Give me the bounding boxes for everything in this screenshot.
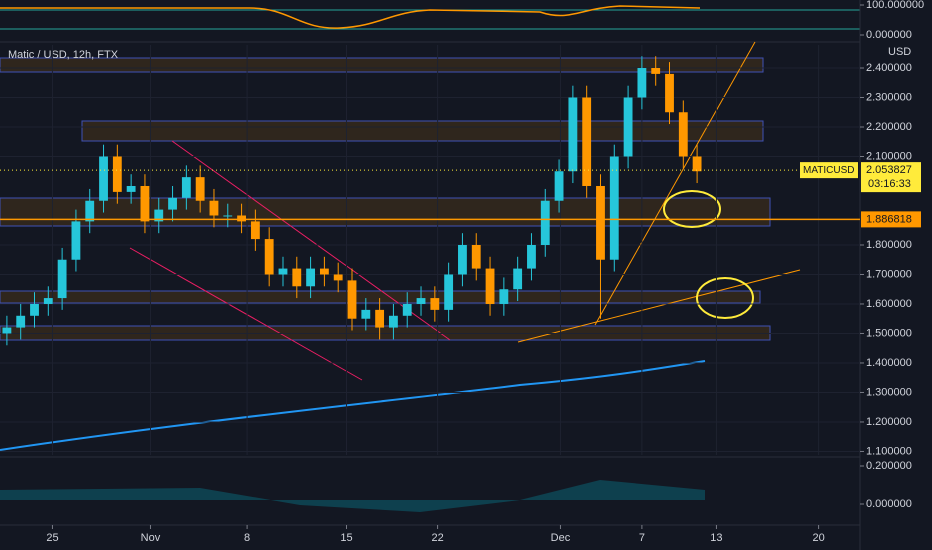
zone	[0, 197, 771, 227]
y-tick-label: 1.100000	[866, 445, 912, 457]
candle-body	[85, 200, 95, 222]
candle-body	[264, 239, 274, 275]
pane-tick-label: 0.000000	[866, 29, 912, 41]
candle-body	[2, 327, 12, 334]
candle-body	[416, 298, 426, 304]
y-tick-label: 1.800000	[866, 239, 912, 251]
candle-body	[678, 112, 688, 157]
candle-body	[458, 244, 467, 275]
symbol-tag-label: MATICUSD	[803, 165, 854, 176]
candle-body	[540, 200, 550, 245]
price-tag	[861, 211, 921, 228]
candle-body	[30, 303, 39, 316]
candle-body	[499, 289, 509, 304]
trend-line	[129, 247, 363, 381]
chart-title: Matic / USD, 12h, FTX	[8, 49, 119, 61]
candle-body	[361, 309, 371, 319]
candle-body	[43, 298, 53, 304]
histogram	[0, 480, 705, 512]
y-tick-label: 2.200000	[866, 121, 912, 133]
candle-body	[347, 280, 357, 319]
candle-body	[623, 97, 633, 157]
pane-tick-label: 100.000000	[866, 0, 924, 11]
y-tick-label: 2.100000	[866, 150, 912, 162]
x-tick-label: 15	[340, 532, 352, 544]
candle-body	[609, 156, 619, 260]
x-tick-label: 8	[244, 532, 250, 544]
candle-body	[99, 156, 108, 201]
candle-body	[333, 274, 343, 281]
candle-body	[195, 177, 205, 201]
y-tick-label: 1.400000	[866, 357, 912, 369]
candle-body	[209, 200, 219, 216]
candle-body	[513, 268, 523, 290]
candle-body	[485, 268, 495, 304]
candle-body	[278, 268, 288, 275]
candle-body	[692, 156, 702, 172]
candle-body	[71, 221, 81, 260]
candle-body	[112, 156, 122, 192]
x-tick-label: 20	[812, 532, 824, 544]
y-tick-label: 1.200000	[866, 416, 912, 428]
symbol-tag	[800, 162, 858, 179]
pane-tick-label: 0.000000	[866, 498, 912, 510]
y-tick-label: 1.600000	[866, 298, 912, 310]
x-tick-label: 25	[46, 532, 58, 544]
y-tick-label: 2.400000	[866, 62, 912, 74]
x-tick-label: 13	[710, 532, 722, 544]
candle-body	[126, 185, 136, 192]
candle-body	[16, 315, 26, 328]
zone	[81, 120, 764, 142]
y-tick-label: 1.500000	[866, 327, 912, 339]
candle-body	[223, 215, 233, 217]
candle-body	[168, 197, 177, 210]
candle-body	[430, 298, 440, 310]
y-tick-label: 2.300000	[866, 91, 912, 103]
candle-body	[444, 274, 454, 310]
candle-body	[292, 268, 302, 287]
candle-body	[637, 68, 647, 98]
price-tag-label: 1.886818	[866, 213, 912, 225]
y-tick-label: 1.300000	[866, 386, 912, 398]
candle-body	[596, 185, 605, 260]
last-price-label: 2.053827	[866, 164, 912, 176]
last-price-tag	[861, 162, 921, 193]
countdown-label: 03:16:33	[868, 178, 911, 190]
candle-body	[319, 268, 329, 275]
candle-body	[471, 244, 481, 269]
candle-body	[582, 97, 592, 186]
candle-body	[250, 221, 260, 240]
x-tick-label: Nov	[141, 532, 161, 544]
osc-line	[0, 5, 701, 29]
highlight-circle	[663, 190, 721, 228]
candle-body	[651, 68, 661, 74]
candle-body	[527, 244, 536, 269]
x-tick-label: 7	[639, 532, 645, 544]
y-tick-label: 1.700000	[866, 268, 912, 280]
candle-body	[554, 171, 564, 201]
candle-body	[306, 268, 316, 287]
candle-body	[389, 315, 398, 328]
candle-body	[375, 309, 385, 328]
candle-body	[568, 97, 578, 172]
highlight-circle	[696, 277, 754, 319]
candle-body	[237, 215, 246, 222]
candle-body	[140, 185, 150, 222]
candle-body	[402, 303, 412, 316]
candle-body	[57, 259, 67, 299]
candle-body	[181, 177, 191, 198]
candle-body	[154, 209, 164, 222]
trend-line	[594, 41, 756, 326]
pane-tick-label: 0.200000	[866, 460, 912, 472]
trend-line	[517, 269, 801, 343]
candle-body	[665, 73, 674, 113]
x-tick-label: Dec	[551, 532, 571, 544]
currency-label: USD	[888, 46, 911, 58]
x-tick-label: 22	[431, 532, 443, 544]
